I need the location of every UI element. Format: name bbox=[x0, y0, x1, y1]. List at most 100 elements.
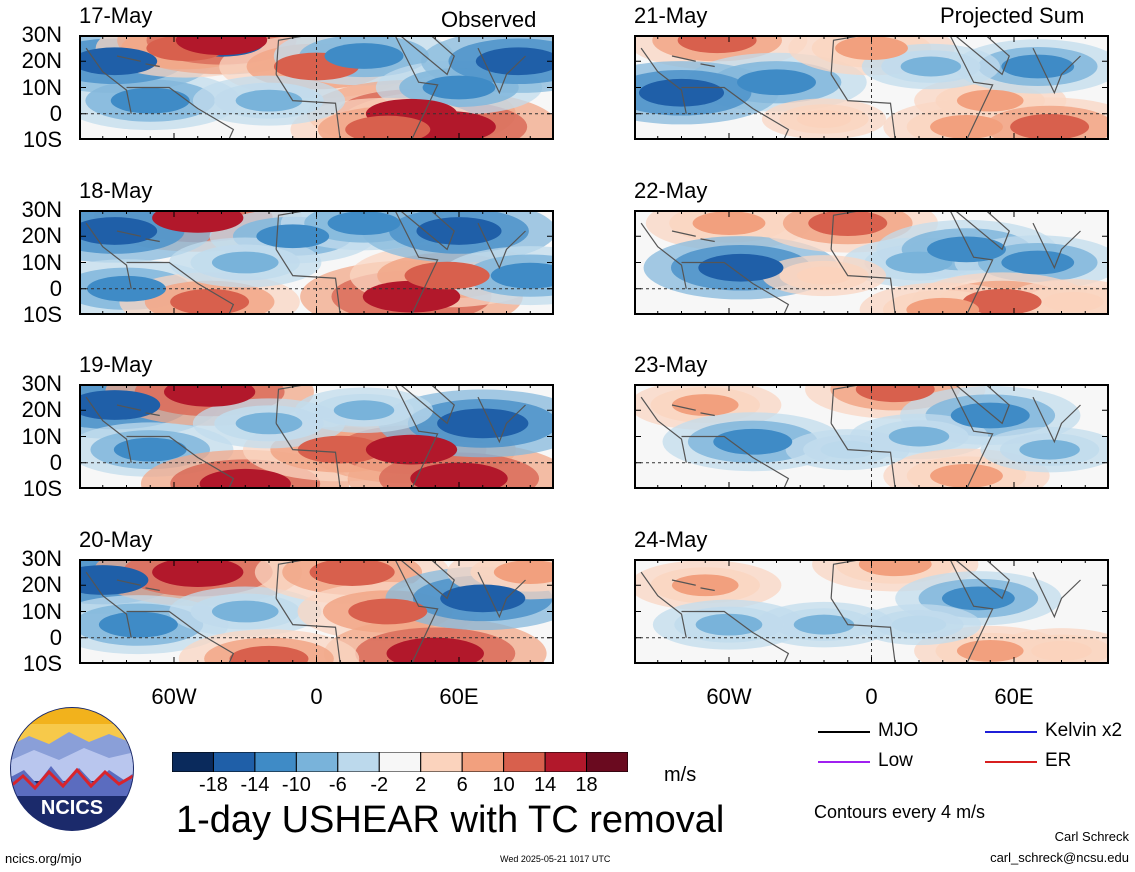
lat-tick-label: 10S bbox=[22, 651, 62, 676]
colorbar-swatch bbox=[378, 752, 422, 772]
panel-date-24-may: 24-May bbox=[634, 527, 708, 552]
shear-cell bbox=[79, 47, 158, 76]
shear-cell bbox=[211, 600, 279, 623]
ncics-logo: NCICS bbox=[10, 707, 134, 831]
colorbar-level-label: -6 bbox=[328, 774, 347, 796]
shear-cell bbox=[365, 434, 458, 465]
lat-tick-label: 10S bbox=[22, 127, 62, 152]
logo-text: NCICS bbox=[41, 797, 103, 819]
legend-kelvin-line bbox=[985, 731, 1037, 733]
colorbar-level-label: 6 bbox=[456, 774, 468, 796]
colorbar-swatch bbox=[420, 752, 463, 772]
shear-cell bbox=[1031, 640, 1092, 661]
shear-cell bbox=[87, 275, 166, 302]
panel-date-23-may: 23-May bbox=[634, 352, 708, 377]
lat-tick-label: 20N bbox=[21, 397, 62, 423]
shear-cell bbox=[327, 211, 401, 236]
colorbar-swatch bbox=[503, 752, 546, 772]
shear-cell bbox=[698, 253, 784, 282]
colorbar-level-label: 18 bbox=[575, 774, 598, 796]
colorbar-level-label: 10 bbox=[492, 774, 515, 796]
lat-tick-label: 30N bbox=[21, 371, 62, 396]
legend-er-label: ER bbox=[1045, 750, 1072, 771]
panel-date-20-may: 20-May bbox=[79, 527, 153, 552]
colorbar-level-label: -18 bbox=[199, 774, 228, 796]
shear-cell bbox=[930, 114, 1003, 139]
shear-cell bbox=[796, 110, 852, 128]
lat-tick-label: 0 bbox=[49, 624, 62, 650]
lat-tick-label: 20N bbox=[21, 572, 62, 598]
shear-cell bbox=[348, 598, 428, 625]
lat-tick-label: 10N bbox=[21, 74, 62, 100]
legend-kelvin-label: Kelvin x2 bbox=[1045, 720, 1123, 741]
panel-date-18-may: 18-May bbox=[79, 178, 153, 203]
colorbar-swatch bbox=[295, 752, 339, 772]
footer-timestamp: Wed 2025-05-21 1017 UTC bbox=[500, 854, 611, 864]
shear-cell bbox=[1019, 439, 1080, 460]
lon-tick-label: 60W bbox=[706, 684, 752, 709]
lat-tick-label: 30N bbox=[21, 197, 62, 222]
shear-cell bbox=[333, 400, 395, 421]
shear-cell bbox=[962, 288, 1042, 315]
shear-cell bbox=[888, 426, 950, 447]
projected-column-title: Projected Sum bbox=[940, 3, 1085, 28]
shear-cell bbox=[110, 87, 190, 114]
colorbar-level-label: -10 bbox=[281, 774, 311, 796]
shear-cell bbox=[737, 69, 816, 96]
shear-cell bbox=[858, 559, 932, 577]
colorbar-level-label: 14 bbox=[533, 774, 557, 796]
shear-cell bbox=[297, 435, 383, 464]
shear-cell bbox=[324, 43, 404, 69]
shear-cell bbox=[808, 210, 888, 237]
contour-note: Contours every 4 m/s bbox=[814, 802, 986, 822]
lat-tick-label: 0 bbox=[49, 275, 62, 301]
lat-tick-label: 10S bbox=[22, 476, 62, 501]
shear-cell bbox=[175, 35, 268, 56]
coastline bbox=[640, 559, 1081, 664]
lat-tick-label: 30N bbox=[21, 546, 62, 571]
shear-cell bbox=[941, 586, 1015, 611]
colorbar-swatch bbox=[254, 752, 297, 772]
shear-cell bbox=[475, 47, 554, 76]
observed-column-title: Observed bbox=[441, 7, 537, 32]
shear-cell bbox=[229, 645, 309, 664]
shear-cell bbox=[404, 261, 490, 290]
coastline bbox=[85, 384, 526, 489]
colorbar bbox=[172, 752, 628, 772]
shear-cell bbox=[695, 613, 763, 636]
coastline bbox=[85, 210, 526, 315]
lat-tick-label: 0 bbox=[49, 100, 62, 126]
lat-tick-label: 0 bbox=[49, 449, 62, 475]
shear-cell bbox=[422, 75, 496, 100]
shear-cell bbox=[671, 394, 739, 416]
colorbar-swatch bbox=[586, 752, 628, 772]
lat-tick-label: 20N bbox=[21, 223, 62, 249]
lat-tick-label: 20N bbox=[21, 48, 62, 74]
panel-date-17-may: 17-May bbox=[79, 3, 153, 28]
shear-cell bbox=[793, 614, 855, 635]
shear-cell bbox=[692, 211, 766, 236]
lat-tick-label: 30N bbox=[21, 22, 62, 47]
lat-tick-label: 10N bbox=[21, 598, 62, 624]
colorbar-swatch bbox=[337, 752, 380, 772]
legend-low-label: Low bbox=[878, 750, 913, 771]
shear-cell bbox=[170, 288, 250, 315]
heatmap-panel-17-may bbox=[79, 35, 554, 140]
colorbar-level-label: -2 bbox=[370, 774, 389, 796]
footer-author: Carl Schreck bbox=[1054, 829, 1129, 844]
legend-low-line bbox=[818, 761, 870, 763]
colorbar-swatch bbox=[212, 752, 256, 772]
shear-cell bbox=[1043, 291, 1104, 312]
lat-tick-label: 10S bbox=[22, 302, 62, 327]
shear-cell bbox=[927, 236, 1006, 263]
shear-cell bbox=[956, 89, 1024, 112]
heatmap-panel-18-may bbox=[79, 210, 554, 315]
shear-cell bbox=[386, 637, 484, 664]
shear-cell bbox=[891, 615, 947, 634]
coastline bbox=[640, 384, 1081, 489]
lat-tick-label: 10N bbox=[21, 423, 62, 449]
legend-er-line bbox=[985, 761, 1037, 763]
footer-url: ncics.org/mjo bbox=[5, 851, 82, 866]
shear-cell bbox=[437, 408, 529, 439]
heatmap-panel-20-may bbox=[79, 559, 554, 664]
